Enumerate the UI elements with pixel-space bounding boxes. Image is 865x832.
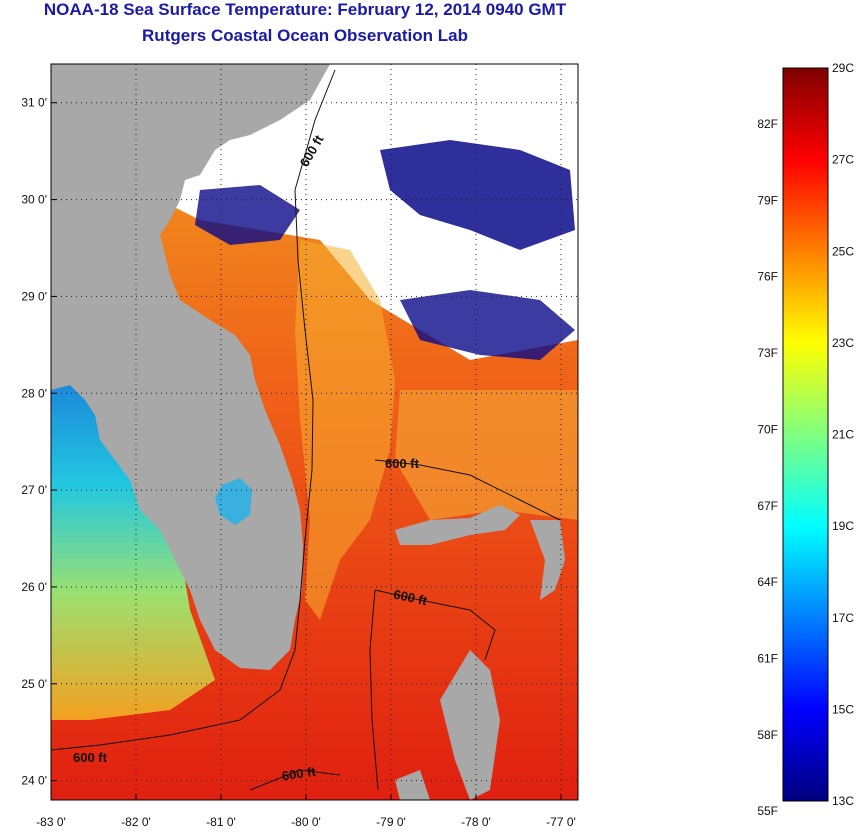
- contour-label: 600 ft: [385, 456, 420, 471]
- bahamas-island: [530, 520, 565, 600]
- celsius-label: 25C: [832, 244, 854, 258]
- fahrenheit-label: 55F: [757, 804, 778, 818]
- fahrenheit-label: 70F: [757, 422, 778, 436]
- lon-tick-label: -82 0': [121, 815, 151, 829]
- lat-tick-label: 28 0': [21, 386, 47, 400]
- bahamas-bank-water: [395, 390, 578, 520]
- map-title: NOAA-18 Sea Surface Temperature: Februar…: [43, 0, 567, 19]
- mixing-front: [295, 240, 395, 620]
- fahrenheit-label: 79F: [757, 193, 778, 207]
- celsius-label: 29C: [832, 61, 854, 75]
- fahrenheit-label: 73F: [757, 346, 778, 360]
- contour-600ft: [51, 69, 336, 751]
- map-frame: [50, 63, 579, 801]
- bahamas-island: [395, 505, 520, 545]
- contour-600ft: [374, 459, 561, 521]
- temperature-colorbar: 29C 27C 25C 23C 21C 19C 17C 15C 13C 82F 79F 76F 73F 7…: [757, 61, 854, 818]
- lon-tick-label: -77 0': [546, 815, 576, 829]
- celsius-label: 23C: [832, 336, 854, 350]
- sst-map: 600 ft 600 ft 600 ft 600 ft 600 ft -83 0…: [21, 63, 579, 829]
- fahrenheit-label: 58F: [757, 728, 778, 742]
- lat-tick-label: 24 0': [21, 774, 47, 788]
- contour-label: 600 ft: [281, 764, 317, 784]
- lat-tick-label: 27 0': [21, 483, 47, 497]
- lon-tick-label: -80 0': [291, 815, 321, 829]
- lon-tick-label: -81 0': [206, 815, 236, 829]
- contour-600ft: [369, 589, 379, 791]
- celsius-label: 27C: [832, 153, 854, 167]
- andros-island: [440, 650, 500, 800]
- fahrenheit-label: 67F: [757, 499, 778, 513]
- lat-tick-label: 30 0': [21, 193, 47, 207]
- fahrenheit-label: 76F: [757, 270, 778, 284]
- cold-patch: [400, 290, 575, 360]
- gulf-water: [51, 360, 215, 720]
- celsius-label: 17C: [832, 611, 854, 625]
- contour-label: 600 ft: [73, 750, 108, 765]
- colorbar-scale: [782, 67, 829, 802]
- florida-land: [51, 64, 330, 670]
- lon-tick-label: -79 0': [376, 815, 406, 829]
- lon-tick-label: -83 0': [36, 815, 66, 829]
- lat-tick-label: 31 0': [21, 96, 47, 110]
- fahrenheit-label: 82F: [757, 117, 778, 131]
- contour-label: 600 ft: [392, 587, 429, 609]
- lat-tick-label: 26 0': [21, 580, 47, 594]
- fahrenheit-label: 61F: [757, 651, 778, 665]
- lake-okeechobee: [215, 478, 252, 525]
- map-subtitle: Rutgers Coastal Ocean Observation Lab: [142, 26, 468, 45]
- lat-tick-label: 29 0': [21, 289, 47, 303]
- celsius-label: 21C: [832, 428, 854, 442]
- celsius-label: 13C: [832, 794, 854, 808]
- lat-tick-label: 25 0': [21, 677, 47, 691]
- fahrenheit-label: 64F: [757, 575, 778, 589]
- lon-tick-label: -78 0': [461, 815, 491, 829]
- celsius-label: 19C: [832, 519, 854, 533]
- contour-600ft: [249, 769, 341, 791]
- cold-patch: [380, 140, 575, 250]
- contour-600ft: [374, 589, 496, 661]
- bahamas-island: [395, 770, 430, 800]
- celsius-label: 15C: [832, 702, 854, 716]
